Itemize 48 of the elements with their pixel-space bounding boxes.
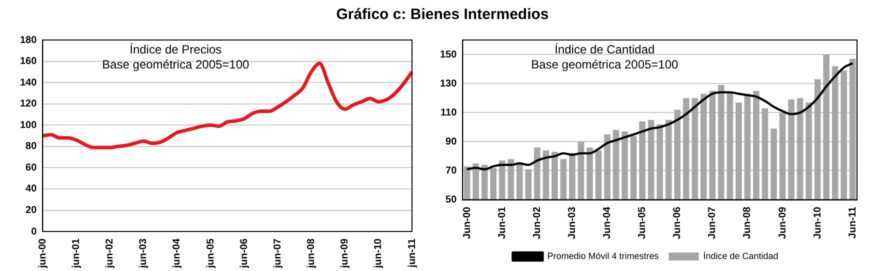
x-tick-label: jun-05 [205,238,216,270]
x-tick-label: Jun-00 [462,206,473,240]
y-tick-label: 50 [446,194,458,206]
x-tick-label: Jun-09 [777,206,788,240]
y-tick-label: 0 [31,226,38,238]
y-tick-label: 150 [440,49,458,60]
x-tick-label: jun-06 [238,238,250,270]
y-tick-label: 70 [446,165,458,176]
y-tick-label: 100 [20,120,38,131]
x-tick-label: Jun-07 [707,206,718,240]
legend-label: Índice de Cantidad [703,250,778,261]
x-tick-label: jun-00 [37,238,48,270]
legend-label: Promedio Móvil 4 trimestres [547,250,660,261]
x-tick-label: jun-11 [406,238,418,268]
annotation: Base geométrica 2005=100 [102,57,250,72]
x-tick-label: Jun-01 [496,206,508,240]
x-tick-label: Jun-06 [672,206,684,240]
x-tick-label: jun-04 [172,238,183,270]
y-tick-label: 120 [20,98,38,110]
x-tick-label: Jun-03 [566,206,578,240]
y-tick-label: 20 [26,205,38,216]
text: Gráfico c: Bienes Intermedios [335,6,550,23]
y-tick-label: 110 [440,107,458,118]
x-tick-label: jun-07 [272,238,284,270]
x-tick-label: Jun-08 [742,206,754,240]
x-tick-label: jun-01 [71,238,82,270]
annotation: Índice de Precios [130,42,222,56]
annotation: Índice de Cantidad [554,42,655,56]
x-tick-label: jun-09 [340,238,351,270]
y-tick-label: 40 [26,184,38,195]
x-tick-label: Jun-10 [812,206,824,240]
y-tick-label: 80 [26,141,38,152]
x-tick-label: Jun-05 [637,206,648,240]
y-tick-label: 140 [20,77,38,88]
y-tick-label: 180 [20,34,38,46]
y-tick-label: 60 [26,162,38,174]
x-tick-label: Jun-04 [602,206,614,240]
y-tick-label: 130 [440,78,458,90]
x-tick-label: jun-10 [373,238,384,270]
y-tick-label: 160 [20,56,38,68]
annotation: Base geométrica 2005=100 [531,57,679,72]
line-series [40,62,414,150]
x-tick-label: jun-03 [138,238,150,270]
x-tick-label: jun-08 [306,238,318,270]
x-tick-label: Jun-11 [847,206,858,238]
x-tick-label: Jun-02 [532,206,543,240]
x-tick-label: jun-02 [104,238,116,270]
y-tick-label: 90 [446,136,458,148]
